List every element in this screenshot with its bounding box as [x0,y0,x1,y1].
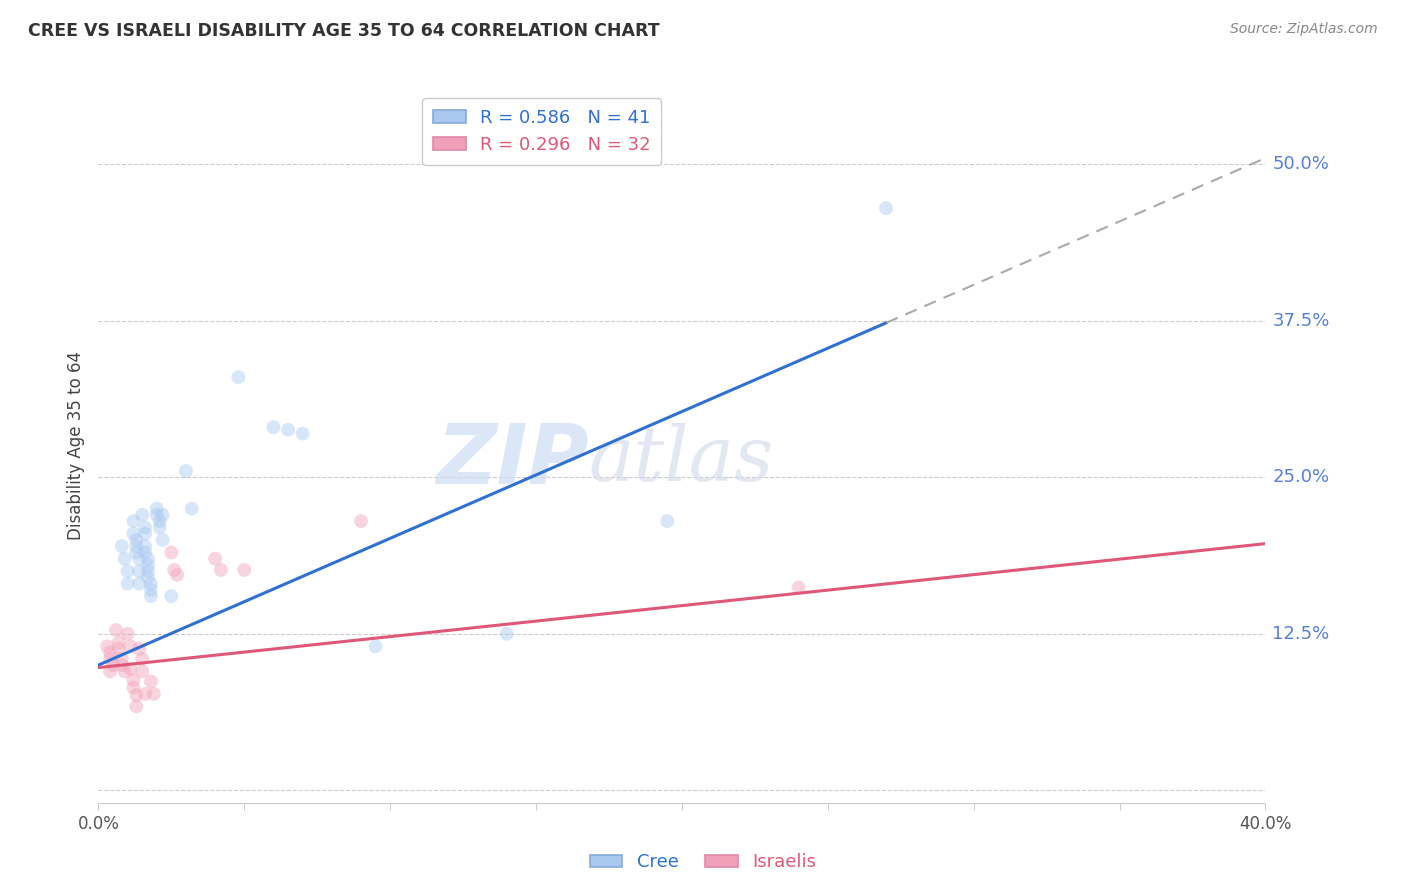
Point [96,640,118,654]
Point [139,582,162,597]
Point [152,533,174,547]
Point [139,674,162,689]
Point [122,514,145,528]
Text: Source: ZipAtlas.com: Source: ZipAtlas.com [1230,22,1378,37]
Point [139,589,162,603]
Point [136,564,159,578]
Point [233,563,256,577]
Point [131,508,153,522]
Point [111,652,134,666]
Point [120,640,142,654]
Point [262,420,284,434]
Point [125,539,148,553]
Point [128,564,150,578]
Point [111,539,134,553]
Point [108,641,131,656]
Point [364,640,387,654]
Y-axis label: Disability Age 35 to 64: Disability Age 35 to 64 [67,351,86,541]
Point [136,570,159,584]
Point [657,514,679,528]
Point [131,665,153,679]
Point [104,623,127,637]
Legend: Cree, Israelis: Cree, Israelis [582,847,824,879]
Point [875,201,897,215]
Point [131,652,153,666]
Text: atlas: atlas [589,424,773,497]
Point [495,627,517,641]
Point [128,641,150,656]
Legend: R = 0.586   N = 41, R = 0.296   N = 32: R = 0.586 N = 41, R = 0.296 N = 32 [422,98,661,165]
Point [166,568,188,582]
Point [125,545,148,559]
Point [277,423,299,437]
Point [139,576,162,591]
Point [180,501,202,516]
Point [204,551,226,566]
Point [136,558,159,572]
Point [134,539,156,553]
Point [163,563,186,577]
Text: ZIP: ZIP [436,420,589,500]
Point [114,665,136,679]
Point [101,658,124,673]
Point [98,652,121,666]
Point [125,699,148,714]
Point [134,526,156,541]
Point [291,426,314,441]
Point [134,545,156,559]
Text: 37.5%: 37.5% [1272,312,1330,330]
Point [149,520,172,534]
Text: 25.0%: 25.0% [1272,468,1330,486]
Point [134,520,156,534]
Point [125,688,148,702]
Point [117,564,139,578]
Point [117,627,139,641]
Point [108,635,131,649]
Point [160,589,183,603]
Point [98,646,121,660]
Point [128,551,150,566]
Point [128,576,150,591]
Point [160,545,183,559]
Point [787,581,810,595]
Point [120,662,142,676]
Point [174,464,197,478]
Point [122,526,145,541]
Point [117,576,139,591]
Text: 50.0%: 50.0% [1272,155,1329,173]
Point [209,563,232,577]
Point [98,665,121,679]
Point [134,687,156,701]
Point [114,551,136,566]
Point [152,508,174,522]
Point [136,551,159,566]
Point [149,514,172,528]
Point [146,508,169,522]
Point [111,658,134,673]
Point [350,514,373,528]
Point [122,681,145,695]
Point [122,673,145,687]
Point [125,533,148,547]
Point [142,687,165,701]
Text: CREE VS ISRAELI DISABILITY AGE 35 TO 64 CORRELATION CHART: CREE VS ISRAELI DISABILITY AGE 35 TO 64 … [28,22,659,40]
Point [228,370,250,384]
Point [146,501,169,516]
Text: 12.5%: 12.5% [1272,624,1330,643]
